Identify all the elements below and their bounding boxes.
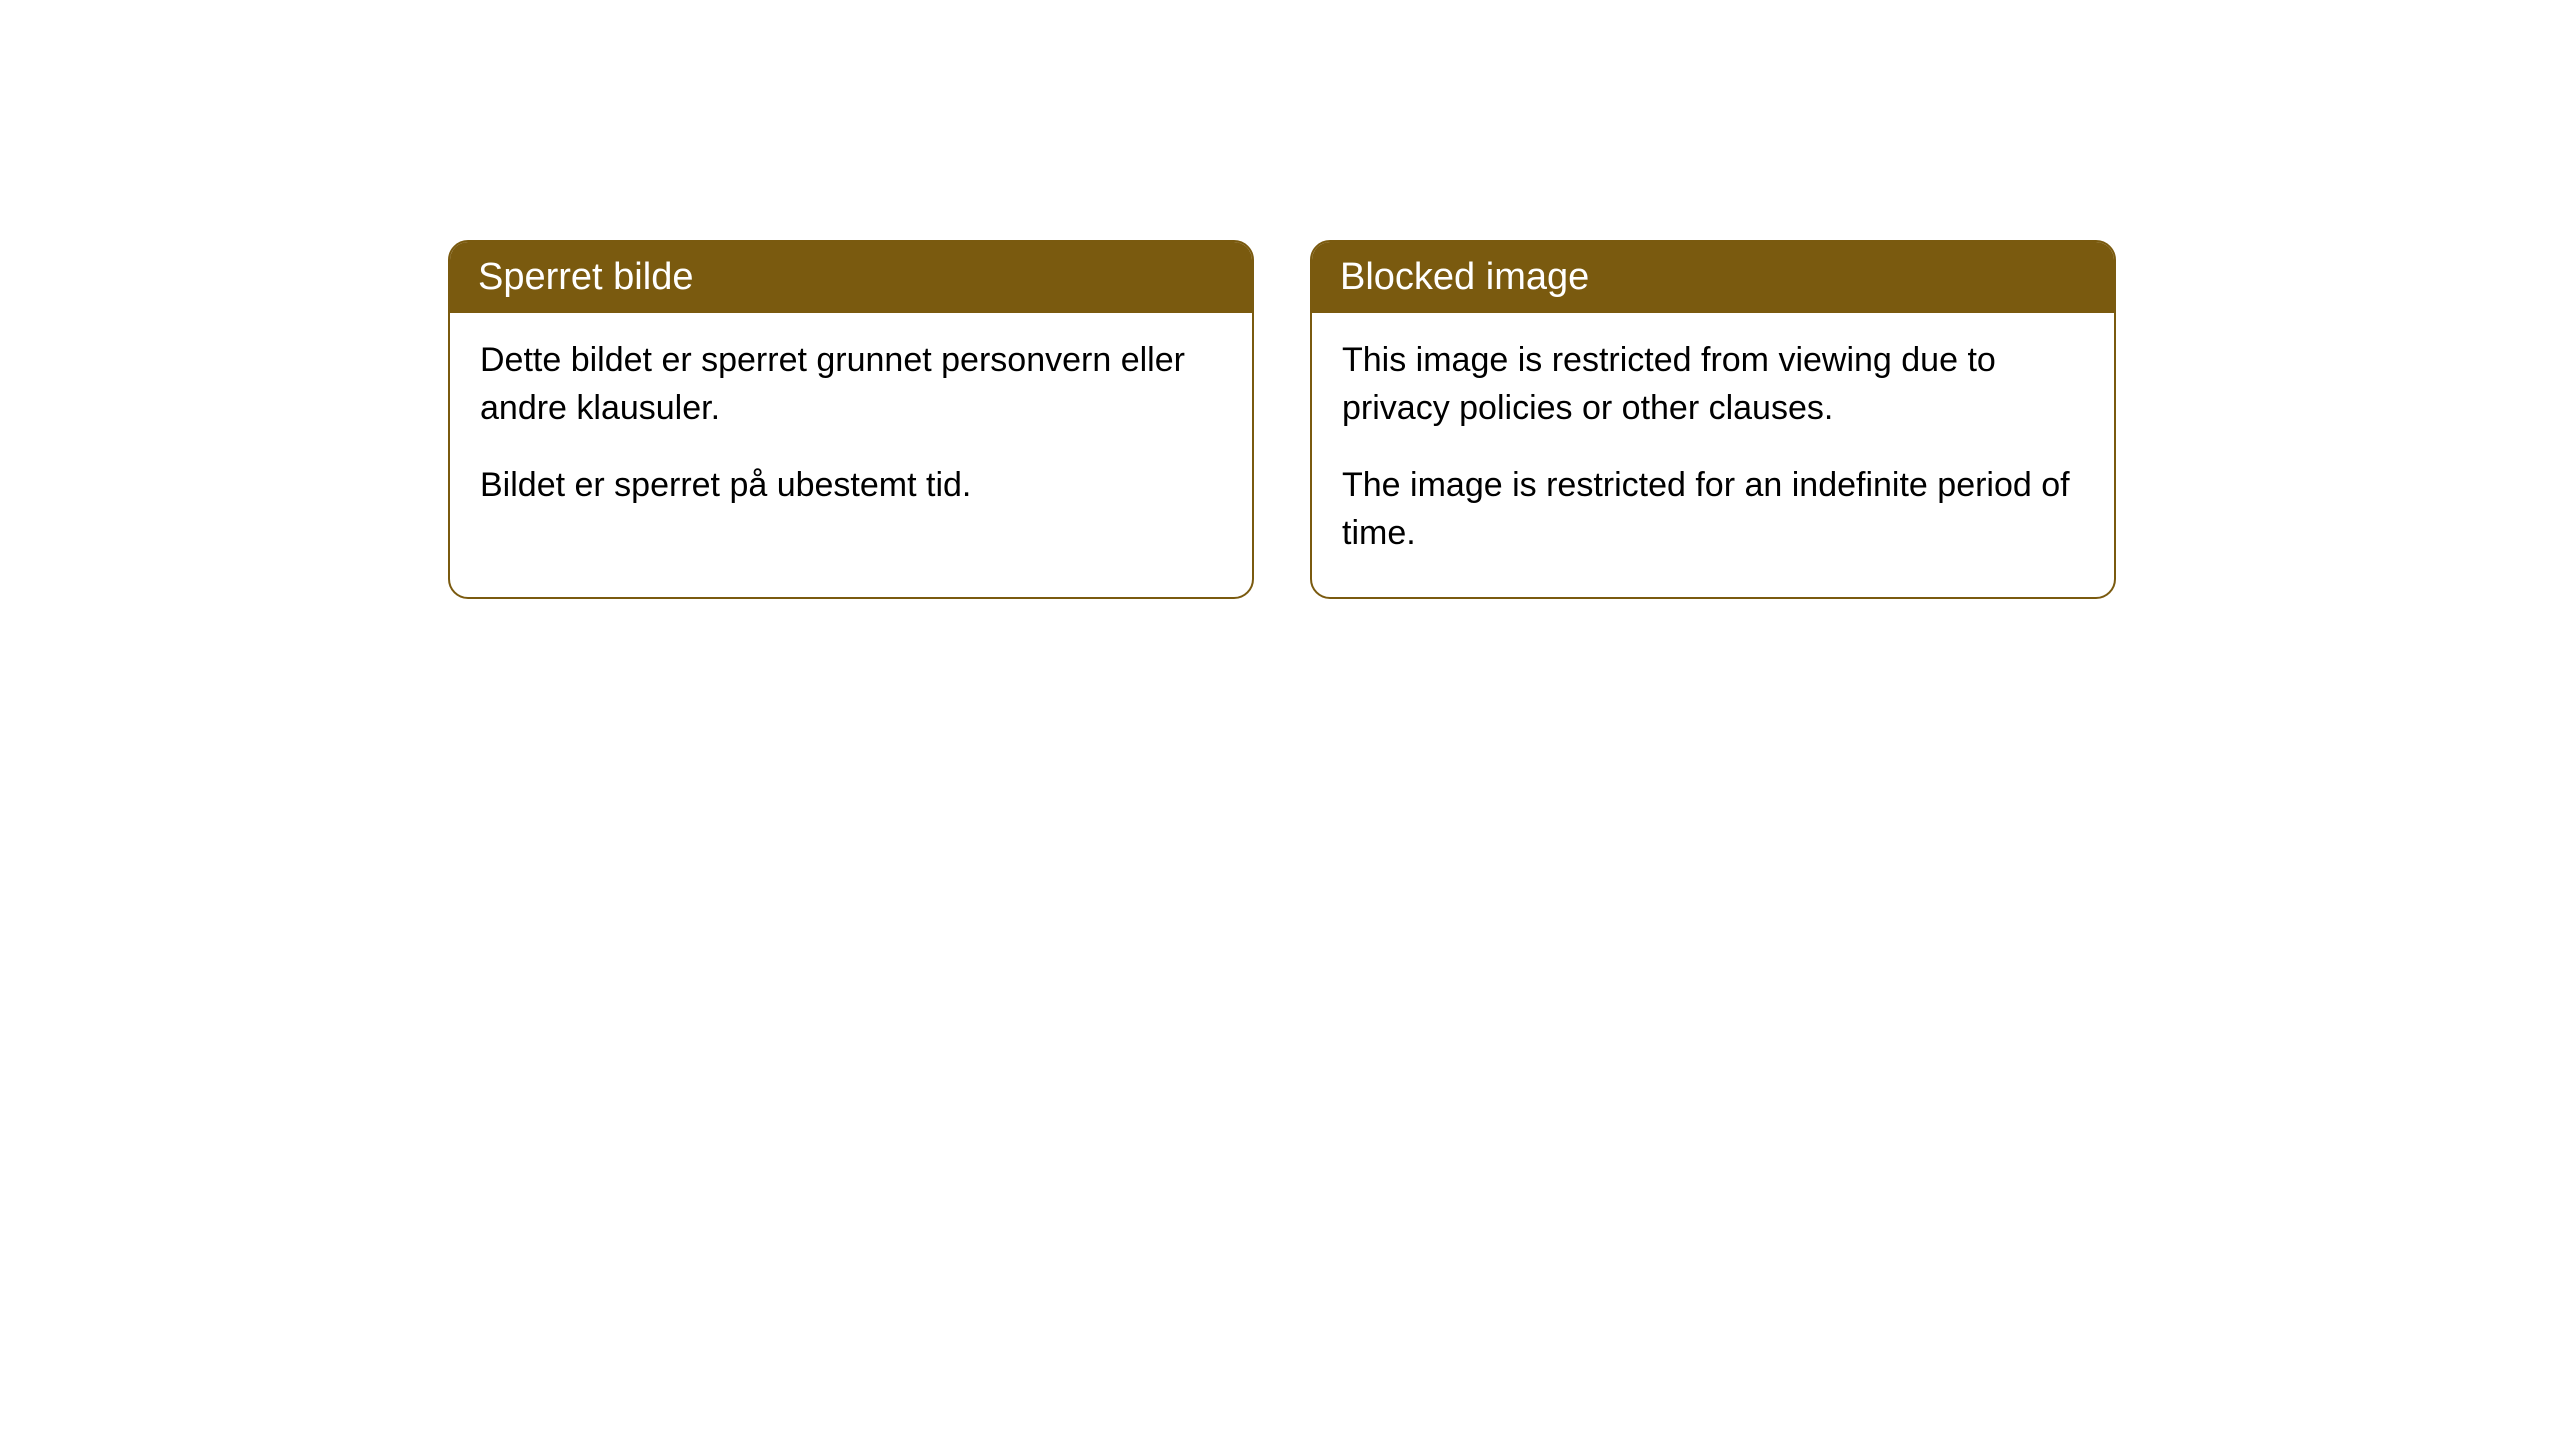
card-header-norwegian: Sperret bilde [450, 242, 1252, 313]
card-paragraph-2: The image is restricted for an indefinit… [1342, 462, 2084, 557]
card-header-english: Blocked image [1312, 242, 2114, 313]
blocked-image-card-norwegian: Sperret bilde Dette bildet er sperret gr… [448, 240, 1254, 599]
card-title: Blocked image [1340, 256, 1589, 298]
blocked-image-card-english: Blocked image This image is restricted f… [1310, 240, 2116, 599]
card-paragraph-2: Bildet er sperret på ubestemt tid. [480, 462, 1222, 510]
card-paragraph-1: This image is restricted from viewing du… [1342, 337, 2084, 432]
card-title: Sperret bilde [478, 256, 693, 298]
card-paragraph-1: Dette bildet er sperret grunnet personve… [480, 337, 1222, 432]
notice-container: Sperret bilde Dette bildet er sperret gr… [0, 0, 2560, 599]
card-body-english: This image is restricted from viewing du… [1312, 313, 2114, 597]
card-body-norwegian: Dette bildet er sperret grunnet personve… [450, 313, 1252, 550]
